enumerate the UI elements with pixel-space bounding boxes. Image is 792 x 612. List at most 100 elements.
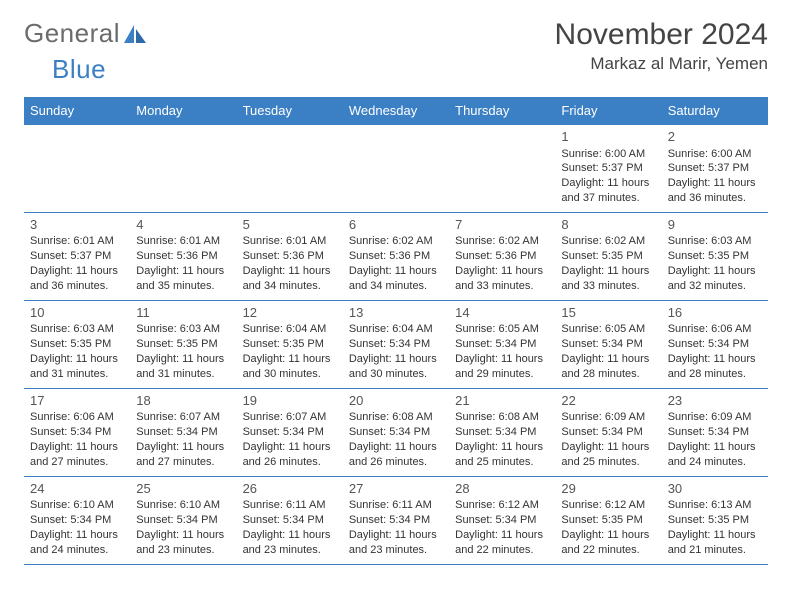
- day-daylight1: Daylight: 11 hours: [30, 264, 124, 279]
- day-number: 14: [455, 304, 549, 322]
- calendar-week-row: 1Sunrise: 6:00 AMSunset: 5:37 PMDaylight…: [24, 125, 768, 213]
- day-sunset: Sunset: 5:34 PM: [455, 425, 549, 440]
- weekday-header: Friday: [555, 97, 661, 125]
- day-daylight2: and 31 minutes.: [136, 367, 230, 382]
- day-daylight2: and 36 minutes.: [30, 279, 124, 294]
- day-daylight2: and 28 minutes.: [561, 367, 655, 382]
- day-daylight1: Daylight: 11 hours: [455, 264, 549, 279]
- calendar-day-cell: 18Sunrise: 6:07 AMSunset: 5:34 PMDayligh…: [130, 388, 236, 476]
- day-number: 5: [243, 216, 337, 234]
- day-number: 11: [136, 304, 230, 322]
- day-daylight1: Daylight: 11 hours: [243, 440, 337, 455]
- day-daylight2: and 26 minutes.: [243, 455, 337, 470]
- day-number: 7: [455, 216, 549, 234]
- logo-sail-icon: [122, 23, 148, 45]
- day-sunrise: Sunrise: 6:03 AM: [668, 234, 762, 249]
- logo: General: [24, 18, 148, 49]
- calendar-page: General November 2024 Markaz al Marir, Y…: [0, 0, 792, 565]
- day-sunset: Sunset: 5:34 PM: [243, 513, 337, 528]
- day-daylight2: and 23 minutes.: [349, 543, 443, 558]
- calendar-day-cell: [24, 125, 130, 213]
- day-daylight1: Daylight: 11 hours: [455, 528, 549, 543]
- day-sunrise: Sunrise: 6:10 AM: [136, 498, 230, 513]
- calendar-day-cell: [130, 125, 236, 213]
- day-sunset: Sunset: 5:34 PM: [136, 513, 230, 528]
- calendar-day-cell: 5Sunrise: 6:01 AMSunset: 5:36 PMDaylight…: [237, 212, 343, 300]
- calendar-day-cell: 11Sunrise: 6:03 AMSunset: 5:35 PMDayligh…: [130, 300, 236, 388]
- day-sunrise: Sunrise: 6:07 AM: [243, 410, 337, 425]
- calendar-day-cell: [449, 125, 555, 213]
- calendar-day-cell: 22Sunrise: 6:09 AMSunset: 5:34 PMDayligh…: [555, 388, 661, 476]
- day-sunrise: Sunrise: 6:09 AM: [668, 410, 762, 425]
- calendar-week-row: 3Sunrise: 6:01 AMSunset: 5:37 PMDaylight…: [24, 212, 768, 300]
- day-sunset: Sunset: 5:34 PM: [561, 425, 655, 440]
- day-daylight1: Daylight: 11 hours: [136, 264, 230, 279]
- calendar-day-cell: 10Sunrise: 6:03 AMSunset: 5:35 PMDayligh…: [24, 300, 130, 388]
- calendar-day-cell: 28Sunrise: 6:12 AMSunset: 5:34 PMDayligh…: [449, 476, 555, 564]
- calendar-day-cell: 25Sunrise: 6:10 AMSunset: 5:34 PMDayligh…: [130, 476, 236, 564]
- day-daylight2: and 32 minutes.: [668, 279, 762, 294]
- day-daylight2: and 33 minutes.: [561, 279, 655, 294]
- day-number: 4: [136, 216, 230, 234]
- calendar-day-cell: [237, 125, 343, 213]
- day-sunset: Sunset: 5:34 PM: [561, 337, 655, 352]
- day-daylight1: Daylight: 11 hours: [349, 528, 443, 543]
- day-number: 13: [349, 304, 443, 322]
- day-daylight1: Daylight: 11 hours: [136, 528, 230, 543]
- day-daylight2: and 30 minutes.: [349, 367, 443, 382]
- calendar-day-cell: 8Sunrise: 6:02 AMSunset: 5:35 PMDaylight…: [555, 212, 661, 300]
- day-daylight1: Daylight: 11 hours: [455, 440, 549, 455]
- calendar-day-cell: 24Sunrise: 6:10 AMSunset: 5:34 PMDayligh…: [24, 476, 130, 564]
- day-sunset: Sunset: 5:34 PM: [668, 425, 762, 440]
- day-sunset: Sunset: 5:36 PM: [243, 249, 337, 264]
- calendar-day-cell: 27Sunrise: 6:11 AMSunset: 5:34 PMDayligh…: [343, 476, 449, 564]
- day-daylight1: Daylight: 11 hours: [349, 264, 443, 279]
- day-daylight2: and 33 minutes.: [455, 279, 549, 294]
- day-number: 24: [30, 480, 124, 498]
- calendar-day-cell: 30Sunrise: 6:13 AMSunset: 5:35 PMDayligh…: [662, 476, 768, 564]
- day-sunset: Sunset: 5:35 PM: [243, 337, 337, 352]
- day-sunrise: Sunrise: 6:07 AM: [136, 410, 230, 425]
- day-number: 2: [668, 128, 762, 146]
- day-daylight2: and 23 minutes.: [243, 543, 337, 558]
- day-number: 10: [30, 304, 124, 322]
- day-sunrise: Sunrise: 6:11 AM: [349, 498, 443, 513]
- day-number: 6: [349, 216, 443, 234]
- day-sunset: Sunset: 5:37 PM: [30, 249, 124, 264]
- calendar-day-cell: 1Sunrise: 6:00 AMSunset: 5:37 PMDaylight…: [555, 125, 661, 213]
- calendar-day-cell: 6Sunrise: 6:02 AMSunset: 5:36 PMDaylight…: [343, 212, 449, 300]
- day-daylight1: Daylight: 11 hours: [136, 352, 230, 367]
- day-daylight2: and 35 minutes.: [136, 279, 230, 294]
- day-sunrise: Sunrise: 6:05 AM: [455, 322, 549, 337]
- calendar-day-cell: 21Sunrise: 6:08 AMSunset: 5:34 PMDayligh…: [449, 388, 555, 476]
- day-daylight2: and 22 minutes.: [455, 543, 549, 558]
- day-daylight1: Daylight: 11 hours: [349, 440, 443, 455]
- day-sunset: Sunset: 5:35 PM: [561, 513, 655, 528]
- day-sunrise: Sunrise: 6:06 AM: [668, 322, 762, 337]
- day-sunrise: Sunrise: 6:10 AM: [30, 498, 124, 513]
- day-number: 20: [349, 392, 443, 410]
- day-number: 29: [561, 480, 655, 498]
- day-daylight1: Daylight: 11 hours: [561, 264, 655, 279]
- day-sunrise: Sunrise: 6:01 AM: [30, 234, 124, 249]
- day-sunset: Sunset: 5:35 PM: [668, 513, 762, 528]
- day-daylight1: Daylight: 11 hours: [30, 352, 124, 367]
- day-daylight1: Daylight: 11 hours: [561, 176, 655, 191]
- calendar-day-cell: 19Sunrise: 6:07 AMSunset: 5:34 PMDayligh…: [237, 388, 343, 476]
- day-daylight1: Daylight: 11 hours: [243, 528, 337, 543]
- weekday-header: Monday: [130, 97, 236, 125]
- day-sunrise: Sunrise: 6:00 AM: [561, 147, 655, 162]
- day-sunrise: Sunrise: 6:02 AM: [455, 234, 549, 249]
- calendar-day-cell: 26Sunrise: 6:11 AMSunset: 5:34 PMDayligh…: [237, 476, 343, 564]
- calendar-day-cell: 12Sunrise: 6:04 AMSunset: 5:35 PMDayligh…: [237, 300, 343, 388]
- day-daylight1: Daylight: 11 hours: [668, 528, 762, 543]
- day-sunset: Sunset: 5:34 PM: [668, 337, 762, 352]
- day-sunrise: Sunrise: 6:02 AM: [561, 234, 655, 249]
- day-sunset: Sunset: 5:35 PM: [30, 337, 124, 352]
- day-sunset: Sunset: 5:36 PM: [455, 249, 549, 264]
- day-number: 22: [561, 392, 655, 410]
- day-sunrise: Sunrise: 6:04 AM: [243, 322, 337, 337]
- day-daylight2: and 37 minutes.: [561, 191, 655, 206]
- day-daylight2: and 30 minutes.: [243, 367, 337, 382]
- day-sunset: Sunset: 5:37 PM: [668, 161, 762, 176]
